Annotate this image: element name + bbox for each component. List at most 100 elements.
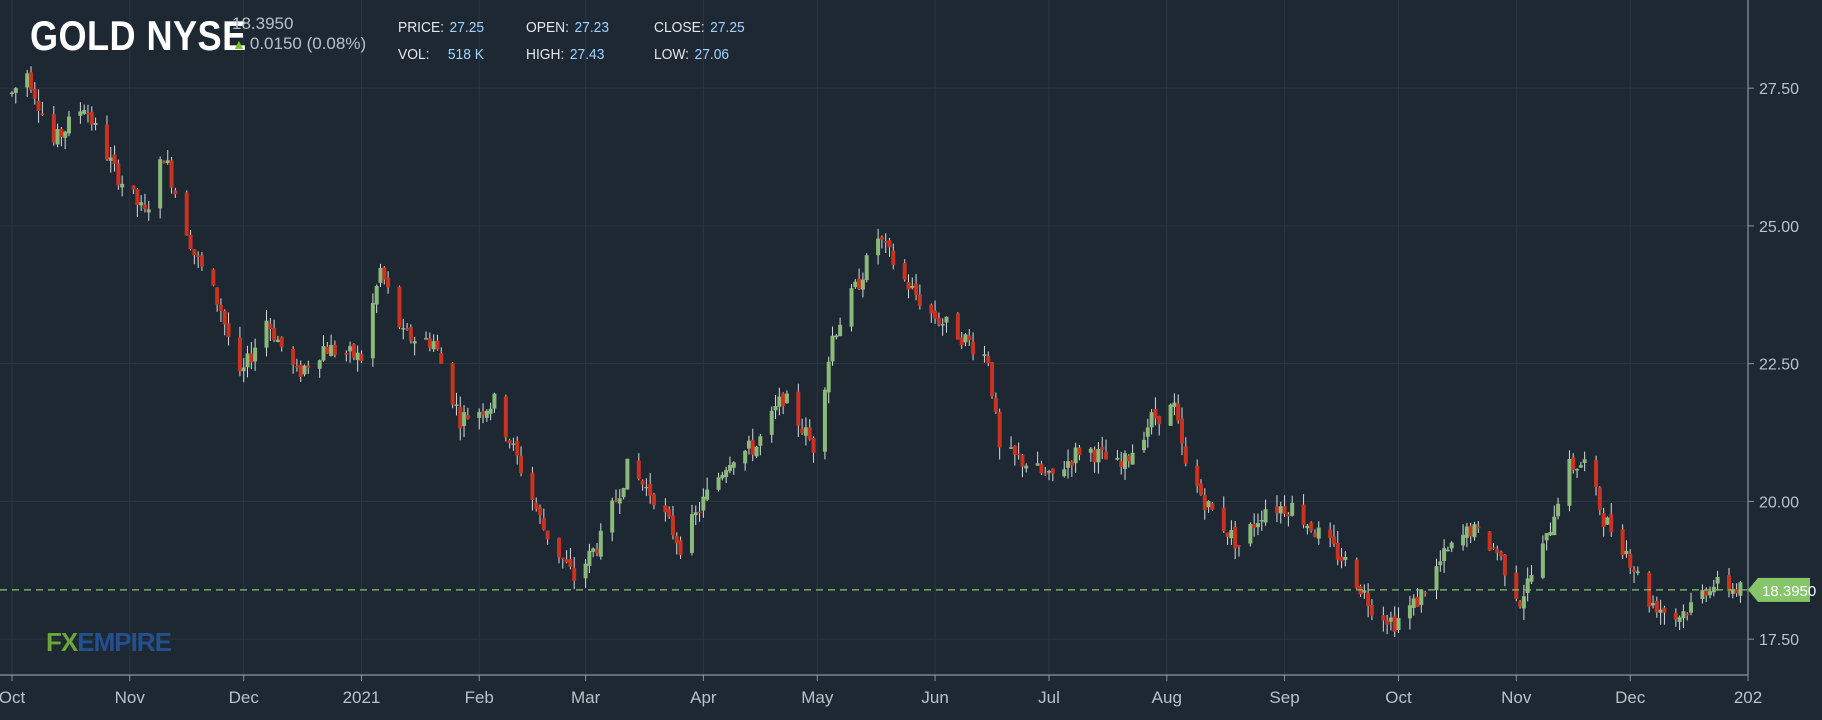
candle-down [397, 286, 402, 328]
candle-down [249, 353, 254, 363]
y-tick-label: 27.50 [1759, 81, 1799, 98]
candle-up [773, 406, 778, 411]
candle-down [1043, 473, 1048, 475]
candle-down [294, 366, 299, 368]
candle-down [1069, 461, 1074, 466]
candle-down [1100, 446, 1105, 450]
candle-down [272, 327, 277, 341]
stat-open-value: 27.23 [574, 19, 610, 36]
candle-up [834, 335, 839, 338]
candle-up [1172, 402, 1177, 407]
candle-down [887, 240, 892, 248]
candle-up [940, 324, 945, 326]
candle-down [917, 294, 922, 307]
candle-down [1286, 514, 1291, 517]
x-tick-label: Oct [1385, 688, 1412, 707]
candle-down [1499, 551, 1504, 557]
candle-up [13, 88, 18, 93]
candle-up [1548, 532, 1553, 536]
candle-down [670, 515, 675, 536]
candle-down [1487, 531, 1492, 551]
candle-up [370, 302, 375, 359]
candle-up [431, 341, 436, 350]
candle-down [678, 540, 683, 556]
candle-up [598, 530, 603, 557]
candle-down [135, 188, 140, 206]
candle-down [40, 113, 45, 116]
candle-down [1597, 487, 1602, 510]
candle-down [993, 397, 998, 412]
candle-down [541, 517, 546, 530]
change-value: 0.0150 (0.08%) [249, 34, 367, 53]
candle-down [594, 549, 599, 554]
candle-down [131, 185, 136, 190]
candle-down [1236, 545, 1241, 547]
candle-up [1024, 465, 1029, 469]
candle-down [1366, 592, 1371, 606]
candle-down [902, 262, 907, 280]
x-tick-label: 2021 [343, 688, 381, 707]
candle-down [104, 124, 109, 160]
x-tick-label: Dec [1615, 688, 1646, 707]
candle-up [727, 464, 732, 472]
candle-up [784, 393, 789, 404]
candle-down [883, 241, 888, 243]
candle-down [1502, 554, 1507, 576]
up-arrow-icon: ▲ [232, 36, 246, 52]
candle-up [758, 436, 763, 446]
candle-up [1434, 566, 1439, 591]
candle-up [374, 285, 379, 305]
candle-down [1601, 513, 1606, 528]
candle-up [25, 73, 30, 88]
candle-down [1381, 615, 1386, 621]
candle-up [1259, 519, 1264, 522]
candle-down [640, 480, 645, 485]
candle-down [530, 472, 535, 500]
candle-up [1677, 617, 1682, 623]
candle-down [1016, 453, 1021, 456]
candle-down [750, 439, 755, 455]
candle-down [32, 88, 37, 99]
candle-up [777, 396, 782, 407]
candle-down [663, 505, 668, 513]
candle-up [492, 393, 497, 409]
candle-up [264, 320, 269, 348]
candle-up [275, 339, 280, 343]
candle-down [450, 363, 455, 405]
candle-up [1142, 439, 1147, 451]
candle-down [1628, 553, 1633, 568]
candle-down [351, 344, 356, 358]
candle-up [484, 410, 489, 418]
candle-up [317, 360, 322, 369]
candle-up [1575, 469, 1580, 471]
candle-down [218, 304, 223, 311]
candle-down [796, 391, 801, 426]
candle-up [1689, 602, 1694, 613]
candle-up [1009, 447, 1014, 449]
candle-up [302, 365, 307, 375]
candle-up [1229, 529, 1234, 539]
candle-down [291, 348, 296, 365]
stat-open-label: OPEN: [526, 19, 569, 36]
candle-up [1529, 574, 1534, 582]
candle-down [1104, 451, 1109, 460]
candle-up [1658, 609, 1663, 613]
candle-up [146, 209, 151, 213]
candle-down [1119, 461, 1124, 467]
x-tick-label: Feb [465, 688, 494, 707]
price-change: ▲ 0.0150 (0.08%) [232, 34, 366, 54]
candle-up [693, 512, 698, 516]
candle-down [1039, 463, 1044, 474]
candle-up [1066, 461, 1071, 468]
candle-down [1252, 524, 1257, 529]
candle-up [944, 316, 949, 323]
candle-down [857, 278, 862, 290]
candle-up [1624, 550, 1629, 555]
candle-up [1711, 586, 1716, 593]
candle-up [910, 285, 915, 288]
candle-down [192, 249, 197, 256]
candle-up [477, 412, 482, 418]
candle-down [1685, 613, 1690, 616]
x-tick-label: 202 [1734, 688, 1762, 707]
